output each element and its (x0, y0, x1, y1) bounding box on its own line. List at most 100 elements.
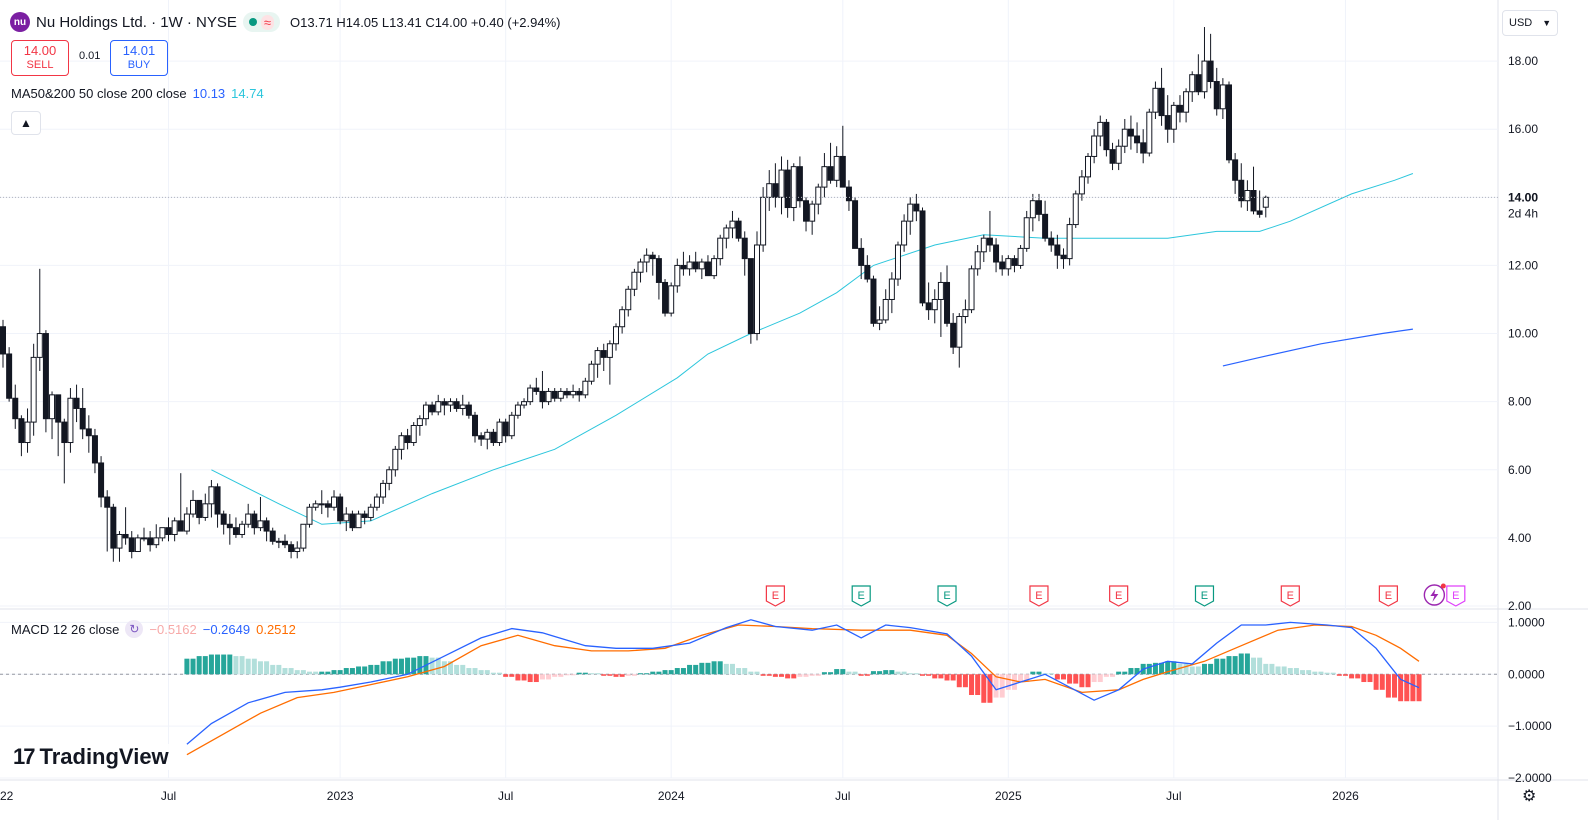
macd-histogram-bar (999, 674, 1005, 698)
candle-body (392, 448, 399, 471)
candle-body (1048, 237, 1055, 246)
candle-body (1183, 91, 1190, 113)
candle-body (484, 431, 491, 440)
candle-body (600, 350, 607, 358)
macd-histogram-bar (270, 664, 276, 675)
macd-histogram-bar (1416, 674, 1422, 702)
candle-body (226, 523, 233, 529)
candle-body (919, 210, 926, 304)
macd-histogram-bar (601, 674, 607, 676)
candle-body (827, 166, 834, 181)
candle-body (980, 237, 987, 253)
candle-body (723, 227, 730, 239)
candle-body (570, 390, 577, 396)
candle-body (539, 390, 546, 403)
earnings-marker-label: E (1035, 590, 1042, 602)
symbol-title[interactable]: Nu Holdings Ltd. · 1W · NYSE (36, 13, 237, 31)
candle-body (944, 281, 951, 324)
candle-body (1140, 142, 1147, 154)
candle-body (913, 203, 920, 212)
macd-histogram-bar (1342, 674, 1348, 676)
buy-button[interactable]: 14.01 BUY (110, 40, 168, 76)
macd-histogram-bar (190, 658, 196, 675)
candle-body (809, 203, 816, 222)
candle-body (588, 363, 595, 382)
time-tick-label: Jul (498, 789, 513, 803)
candle-body (1035, 200, 1042, 215)
candle-body (686, 261, 693, 270)
macd-histogram-bar (975, 674, 981, 695)
candle-body (907, 203, 914, 222)
macd-histogram-bar (552, 674, 558, 677)
candle-body (159, 527, 166, 539)
candle-body (373, 496, 380, 508)
macd-histogram-bar (539, 674, 545, 680)
macd-histogram-bar (478, 670, 484, 675)
candle-body (1189, 74, 1196, 93)
candle-body (803, 200, 810, 222)
nu-logo-icon: nu (10, 12, 30, 32)
collapse-legend-button[interactable]: ▲ (11, 111, 41, 135)
time-tick-label: 2025 (995, 789, 1022, 803)
ohlc-readout: O13.71 H14.05 L13.41 C14.00 +0.40 (+2.94… (290, 14, 561, 30)
candle-body (1152, 87, 1159, 113)
macd-histogram-bar (521, 674, 527, 681)
candle-body (864, 264, 871, 280)
candle-body (331, 496, 338, 508)
macd-histogram-bar (803, 674, 809, 677)
tradingview-logo: 17 TradingView (13, 744, 169, 770)
macd-histogram-bar (196, 656, 202, 675)
macd-histogram-bar (1318, 671, 1324, 675)
earnings-marker-icon (1029, 585, 1049, 607)
macd-histogram-bar (374, 664, 380, 675)
macd-histogram-bar (993, 674, 999, 698)
candle-body (514, 404, 521, 416)
macd-legend[interactable]: MACD 12 26 close ↻ −0.5162 −0.2649 0.251… (11, 620, 296, 638)
candle-body (202, 503, 209, 518)
macd-histogram-bar (705, 662, 711, 675)
macd-histogram-bar (1201, 663, 1207, 675)
candle-body (784, 169, 791, 209)
candle-body (1219, 84, 1226, 110)
sync-icon[interactable]: ↻ (125, 620, 144, 638)
macd-histogram-bar (920, 674, 925, 676)
macd-histogram-bar (1293, 668, 1299, 675)
macd-histogram-bar (325, 671, 331, 675)
macd-histogram-bar (736, 668, 742, 675)
macd-histogram-bar (1128, 668, 1134, 675)
ma-legend[interactable]: MA50&200 50 close 200 close 10.13 14.74 (11, 86, 264, 101)
macd-histogram-bar (251, 658, 257, 675)
candle-body (796, 166, 803, 202)
candle-body (153, 537, 160, 546)
candle-body (306, 506, 313, 525)
candle-body (269, 530, 276, 542)
market-status-pill[interactable]: ≈ (242, 12, 281, 32)
earnings-marker-icon (937, 585, 957, 607)
macd-histogram-bar (779, 674, 785, 677)
price-tick-label: 10.00 (1508, 327, 1538, 341)
candle-body (962, 309, 969, 318)
candle-body (1029, 200, 1036, 219)
macd-histogram-bar (1214, 658, 1220, 675)
macd-histogram-bar (202, 656, 208, 675)
macd-tick-label: 0.0000 (1508, 667, 1545, 681)
currency-label: USD (1509, 17, 1533, 29)
macd-histogram-bar (650, 671, 656, 675)
candle-body (766, 183, 773, 198)
settings-gear-icon[interactable]: ⚙ (1522, 788, 1537, 805)
currency-selector[interactable]: USD ▼ (1502, 10, 1558, 36)
sell-button[interactable]: 14.00 SELL (11, 40, 69, 76)
buy-label: BUY (127, 59, 151, 71)
candle-body (674, 264, 681, 287)
macd-histogram-bar (356, 666, 362, 675)
macd-histogram-bar (1091, 674, 1097, 683)
macd-histogram-bar (1079, 674, 1085, 688)
macd-histogram-bar (907, 673, 913, 675)
macd-histogram-bar (405, 657, 411, 675)
macd-histogram-bar (337, 670, 343, 675)
candle-body (882, 298, 889, 321)
candle-body (42, 333, 49, 420)
macd-histogram-bar (1036, 671, 1042, 675)
macd-histogram-bar (772, 674, 778, 677)
